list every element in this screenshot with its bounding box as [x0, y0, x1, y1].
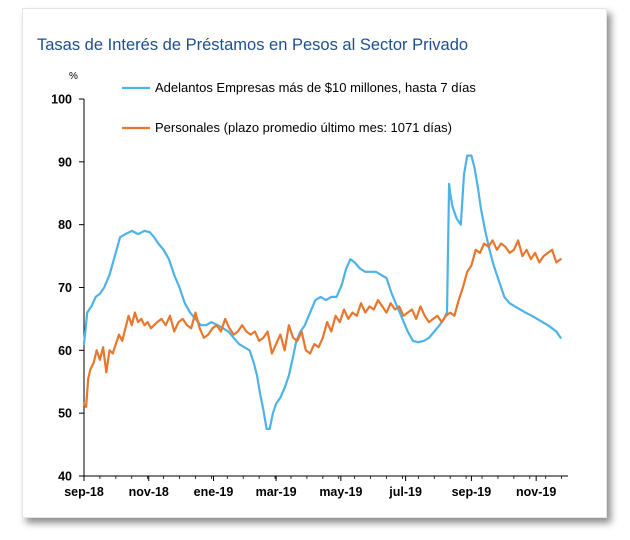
legend-label-personales: Personales (plazo promedio último mes: 1… [155, 120, 452, 135]
x-tick-label: sep-18 [64, 485, 104, 499]
series-layer [82, 154, 562, 430]
axes: 40 50 60 70 80 90 100 sep-18 nov-18 ene-19 mar-19 m… [51, 93, 568, 499]
y-tick-label: 80 [58, 218, 72, 232]
x-tick-label: nov-19 [516, 485, 556, 499]
y-tick-label: 50 [58, 407, 72, 421]
x-tick-label: sep-19 [452, 485, 492, 499]
legend-label-adelantos: Adelantos Empresas más de $10 millones, … [155, 80, 476, 95]
x-tick-label: may-19 [319, 485, 362, 499]
y-tick-label: 40 [58, 470, 72, 484]
chart-title: Tasas de Interés de Préstamos en Pesos a… [37, 36, 469, 54]
chart-frame [22, 8, 607, 518]
series-line-personales [82, 239, 562, 408]
x-tick-label: jul-19 [388, 485, 422, 499]
x-tick-label: nov-18 [129, 485, 169, 499]
x-tick-label: mar-19 [256, 485, 297, 499]
y-tick-label: 60 [58, 344, 72, 358]
x-tick-label: ene-19 [194, 485, 234, 499]
series-line-adelantos [82, 154, 562, 430]
y-tick-label: 70 [58, 281, 72, 295]
legend: Adelantos Empresas más de $10 millones, … [122, 80, 476, 135]
y-axis-unit-label: % [69, 71, 78, 82]
y-tick-label: 90 [58, 155, 72, 169]
y-tick-label: 100 [51, 93, 72, 107]
